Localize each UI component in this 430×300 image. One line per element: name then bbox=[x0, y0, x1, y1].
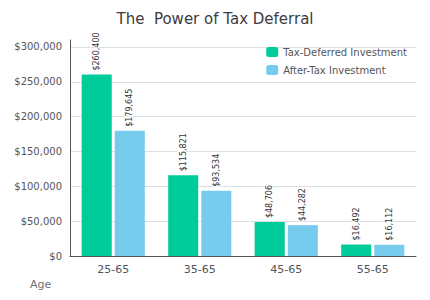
svg-text:$179,645: $179,645 bbox=[125, 89, 134, 127]
svg-text:$200,000: $200,000 bbox=[14, 111, 62, 122]
svg-text:$0: $0 bbox=[49, 251, 62, 262]
svg-text:$100,000: $100,000 bbox=[14, 181, 62, 192]
svg-text:Tax-Deferred Investment: Tax-Deferred Investment bbox=[282, 47, 407, 58]
svg-text:The Power of Tax Deferral: The Power of Tax Deferral bbox=[115, 10, 313, 28]
svg-text:$250,000: $250,000 bbox=[14, 76, 62, 87]
svg-text:55-65: 55-65 bbox=[357, 263, 389, 276]
svg-text:Age: Age bbox=[30, 278, 52, 291]
svg-text:$44,282: $44,282 bbox=[298, 188, 307, 221]
svg-text:$150,000: $150,000 bbox=[14, 146, 62, 157]
svg-text:35-65: 35-65 bbox=[184, 263, 216, 276]
svg-text:$115,821: $115,821 bbox=[179, 133, 188, 171]
svg-text:$16,492: $16,492 bbox=[352, 207, 361, 240]
svg-text:$260,400: $260,400 bbox=[92, 32, 101, 70]
svg-text:$300,000: $300,000 bbox=[14, 41, 62, 52]
svg-text:$48,706: $48,706 bbox=[265, 185, 274, 218]
svg-text:$93,534: $93,534 bbox=[212, 154, 221, 187]
svg-text:45-65: 45-65 bbox=[270, 263, 302, 276]
svg-text:25-65: 25-65 bbox=[97, 263, 129, 276]
svg-text:$50,000: $50,000 bbox=[21, 216, 62, 227]
svg-text:$16,112: $16,112 bbox=[385, 208, 394, 241]
svg-text:After-Tax Investment: After-Tax Investment bbox=[283, 65, 385, 76]
